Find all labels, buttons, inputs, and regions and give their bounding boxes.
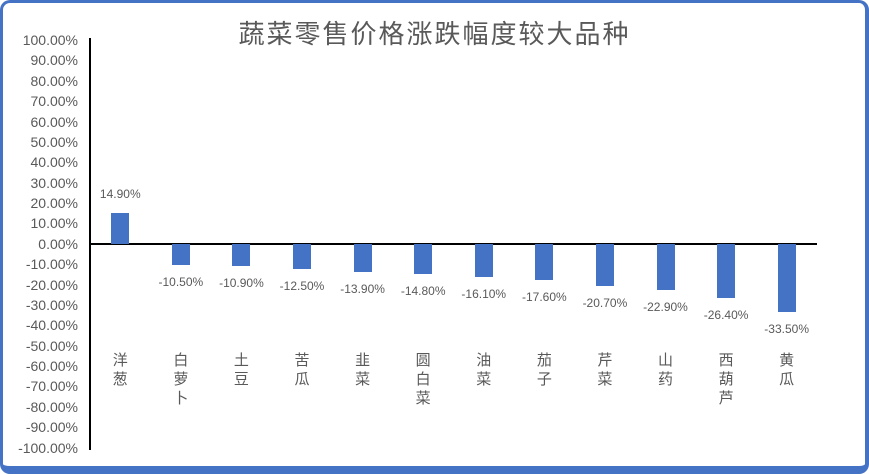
y-axis-tick-label: -90.00% bbox=[25, 419, 78, 436]
bar bbox=[777, 243, 796, 312]
category-label: 芹菜 bbox=[597, 352, 613, 388]
y-axis-tick-label: 60.00% bbox=[30, 113, 78, 130]
category-label: 苦瓜 bbox=[294, 352, 310, 388]
chart-title: 蔬菜零售价格涨跌幅度较大品种 bbox=[238, 19, 631, 49]
category-label: 茄子 bbox=[536, 352, 552, 388]
data-label: -26.40% bbox=[703, 307, 749, 322]
y-axis-tick-label: -50.00% bbox=[25, 337, 78, 354]
category-label: 土豆 bbox=[233, 352, 249, 388]
bar bbox=[595, 243, 614, 286]
bar bbox=[171, 243, 190, 266]
data-label: -10.50% bbox=[158, 275, 204, 290]
y-axis-tick-label: 90.00% bbox=[30, 52, 78, 69]
y-axis-tick-label: -70.00% bbox=[25, 378, 78, 395]
y-axis-tick-label: -60.00% bbox=[25, 358, 78, 374]
y-axis-tick-label: 30.00% bbox=[30, 174, 78, 191]
data-label: -17.60% bbox=[521, 289, 567, 304]
zero-baseline bbox=[90, 242, 817, 245]
y-axis-tick-label: 50.00% bbox=[30, 133, 78, 150]
data-label: -14.80% bbox=[400, 283, 446, 298]
y-axis-tick-label: -30.00% bbox=[25, 296, 78, 313]
data-label: -22.90% bbox=[643, 300, 688, 315]
y-axis-tick-label: -40.00% bbox=[25, 317, 78, 334]
y-axis-tick-label: 20.00% bbox=[30, 195, 78, 211]
bar bbox=[111, 213, 130, 244]
category-label: 油菜 bbox=[476, 352, 492, 388]
y-axis-tick-label: 100.00% bbox=[22, 32, 78, 48]
category-label: 圆白菜 bbox=[415, 352, 431, 407]
y-axis-tick-label: 80.00% bbox=[30, 72, 78, 89]
data-label: -33.50% bbox=[764, 322, 809, 336]
bar bbox=[535, 243, 554, 280]
data-label: -13.90% bbox=[340, 282, 385, 297]
bar bbox=[293, 243, 312, 270]
y-axis-tick-label: 0.00% bbox=[38, 235, 78, 252]
category-label: 山药 bbox=[657, 352, 673, 388]
y-axis-tick-label: 40.00% bbox=[30, 154, 78, 171]
bar bbox=[353, 243, 372, 273]
bar bbox=[232, 243, 251, 266]
category-label: 黄瓜 bbox=[779, 352, 795, 388]
y-axis-tick-label: -20.00% bbox=[25, 276, 78, 293]
category-label: 白萝卜 bbox=[173, 352, 189, 407]
bar bbox=[717, 243, 736, 298]
category-label: 洋葱 bbox=[112, 352, 128, 388]
category-label: 韭菜 bbox=[355, 352, 371, 388]
y-axis-tick-label: -100.00% bbox=[18, 439, 78, 456]
data-label: -10.90% bbox=[219, 275, 264, 290]
y-axis-tick-label: 70.00% bbox=[30, 93, 78, 110]
y-axis-tick-label: 10.00% bbox=[30, 215, 78, 232]
category-label: 西葫芦 bbox=[718, 352, 734, 407]
data-label: 14.90% bbox=[99, 187, 141, 202]
data-label: -16.10% bbox=[461, 286, 507, 301]
bar bbox=[656, 243, 675, 291]
y-axis-tick-label: -80.00% bbox=[25, 398, 78, 415]
bar bbox=[474, 243, 493, 277]
y-axis-tick-label: -10.00% bbox=[25, 256, 78, 273]
bar bbox=[414, 243, 433, 274]
data-label: -20.70% bbox=[582, 295, 628, 310]
data-label: -12.50% bbox=[279, 279, 325, 294]
